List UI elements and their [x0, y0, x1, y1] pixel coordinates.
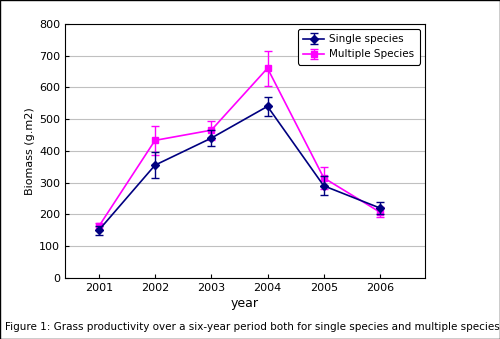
X-axis label: year: year	[231, 297, 259, 310]
Y-axis label: Biomass (g.m2): Biomass (g.m2)	[25, 107, 35, 195]
Legend: Single species, Multiple Species: Single species, Multiple Species	[298, 29, 420, 64]
Text: Figure 1: Grass productivity over a six-year period both for single species and : Figure 1: Grass productivity over a six-…	[5, 322, 500, 332]
